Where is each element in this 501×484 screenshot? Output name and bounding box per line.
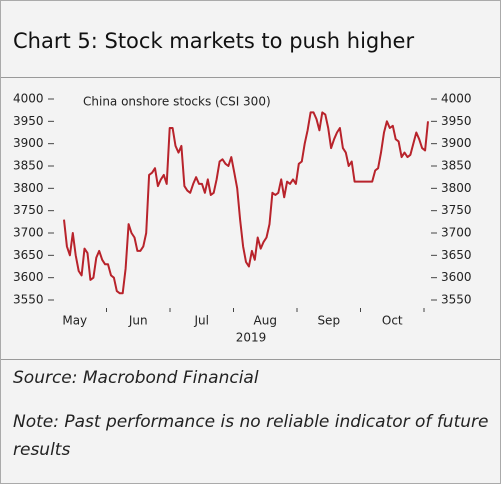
y2-tick-label: 3950	[441, 114, 472, 128]
title: Chart 5: Stock markets to push higher	[13, 29, 415, 53]
legend-label: China onshore stocks (CSI 300)	[83, 95, 271, 109]
line	[63, 111, 429, 295]
y-tick-label: 3550	[13, 293, 44, 307]
y2-tick-label: 4000	[441, 92, 472, 106]
y2-tick-label: 3550	[441, 293, 472, 307]
x-tick-label: Aug	[254, 314, 277, 328]
x-tick-label: Sep	[317, 314, 340, 328]
y-tick-label: 3700	[13, 226, 44, 240]
y2-tick-label: 3750	[441, 203, 472, 217]
x-tick-label: Oct	[382, 314, 403, 328]
y-tick-label: 3750	[13, 203, 44, 217]
y2-tick-label: 3900	[441, 136, 472, 150]
y2-tick-label: 3700	[441, 226, 472, 240]
y-tick-label: 3600	[13, 270, 44, 284]
y-tick-label: 3900	[13, 136, 44, 150]
y-tick-label: 4000	[13, 92, 44, 106]
chart: 3550 3600 3650 3700 3750 3800 3850 3900 3950 4000…	[13, 92, 472, 345]
y2-tick-label: 3600	[441, 270, 472, 284]
y-tick-label: 3850	[13, 159, 44, 173]
y2-tick-label: 3800	[441, 181, 472, 195]
x-axis-label: 2019	[236, 331, 267, 345]
source: Source: Macrobond Financial	[13, 368, 259, 388]
note: Note: Past performance is no reliable in…	[13, 412, 489, 460]
x-tick-label: Jul	[194, 314, 209, 328]
y2-tick-label: 3850	[441, 159, 472, 173]
y2-tick-label: 3650	[441, 248, 472, 262]
y-tick-label: 3650	[13, 248, 44, 262]
divider	[1, 77, 500, 78]
y-tick-label: 3950	[13, 114, 44, 128]
divider	[1, 359, 500, 360]
x-tick-label: Jun	[128, 314, 148, 328]
y-tick-label: 3800	[13, 181, 44, 195]
x-tick-label: May	[62, 314, 87, 328]
